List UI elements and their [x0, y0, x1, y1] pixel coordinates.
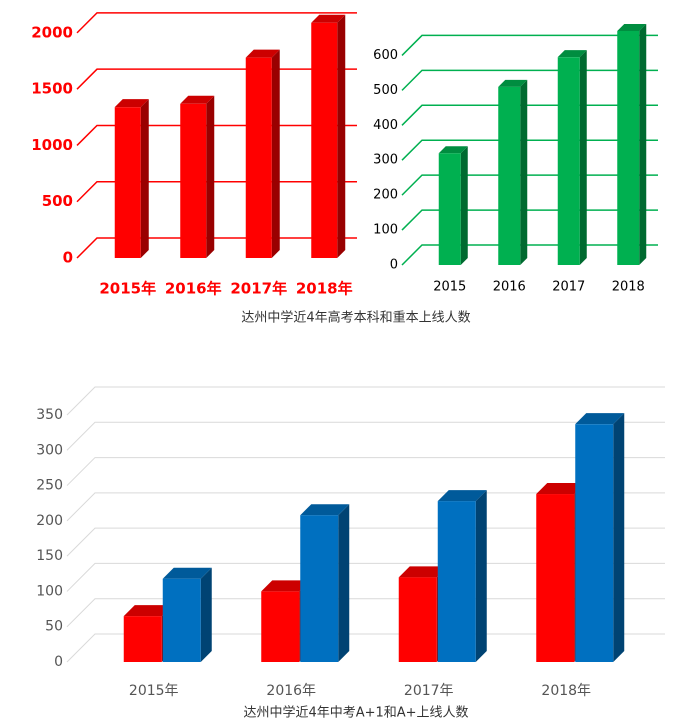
y-tick-label: 2000: [31, 23, 73, 41]
x-tick-label: 2018: [612, 280, 645, 295]
x-tick-label: 2016年: [165, 280, 222, 298]
x-tick-label: 2015年: [129, 683, 179, 699]
bar: [617, 30, 640, 266]
y-tick-label: 150: [36, 548, 63, 564]
x-tick-label: 2015: [433, 280, 466, 295]
bar-top: [498, 79, 528, 87]
caption: 达州中学近4年中考A+1和A+上线人数: [243, 705, 468, 721]
bar: [245, 57, 272, 258]
y-tick-label: 300: [373, 153, 398, 168]
bar-side: [338, 504, 350, 662]
chart: 0 50 100 150 200 250 300 350 2015年 2016年 2017年 2018…: [36, 386, 665, 699]
bar-top: [617, 23, 647, 31]
y-tick-label: 250: [36, 478, 63, 494]
bar-top: [245, 49, 280, 58]
bar: [311, 22, 338, 258]
y-tick-label: 500: [42, 192, 73, 210]
bar-side: [271, 49, 280, 258]
bar-top: [123, 605, 173, 617]
bar: [162, 578, 201, 662]
y-tick-label: 500: [373, 83, 398, 98]
y-tick-label: 600: [373, 48, 398, 63]
bar-side: [206, 95, 215, 258]
bar-top: [575, 413, 625, 425]
y-tick-label: 0: [390, 258, 398, 273]
y-tick-label: 0: [54, 654, 63, 670]
x-tick-label: 2016年: [266, 683, 316, 699]
y-tick-label: 200: [36, 513, 63, 529]
y-tick-label: 1500: [31, 80, 73, 98]
bar-top: [438, 146, 468, 154]
bar-top: [311, 14, 346, 23]
grid-line: [76, 12, 357, 34]
x-tick-label: 2016: [493, 280, 526, 295]
bar: [498, 86, 521, 265]
caption: 达州中学近4年高考本科和重本上线人数: [241, 310, 470, 326]
x-tick-label: 2017年: [230, 280, 287, 298]
bar-side: [579, 50, 587, 266]
bar: [536, 494, 575, 662]
x-tick-label: 2018年: [541, 683, 591, 699]
y-tick-label: 200: [373, 188, 398, 203]
bar-top: [300, 504, 350, 516]
bar: [437, 501, 476, 662]
x-tick-label: 2017: [552, 280, 585, 295]
x-tick-label: 2015年: [99, 280, 156, 298]
y-tick-label: 100: [36, 583, 63, 599]
bar: [575, 424, 614, 662]
chart: 0 100 200 300 400 500 600 2015 2016 2017 2018: [373, 23, 658, 295]
y-tick-label: 400: [373, 118, 398, 133]
bar-side: [200, 567, 212, 662]
bar-top: [536, 483, 586, 495]
bar-side: [475, 490, 487, 662]
bar: [114, 107, 141, 259]
grid-line: [401, 34, 658, 56]
bar-top: [398, 566, 448, 578]
y-tick-label: 300: [36, 442, 63, 458]
bar-side: [460, 146, 468, 265]
bar-side: [613, 413, 625, 662]
bar: [300, 515, 339, 662]
y-tick-label: 350: [36, 407, 63, 423]
bar-top: [114, 99, 149, 108]
bar-top: [261, 580, 311, 592]
bar: [398, 577, 437, 662]
bar-side: [337, 14, 346, 258]
grid-line: [66, 457, 665, 486]
y-tick-label: 0: [63, 249, 73, 267]
x-tick-label: 2018年: [296, 280, 353, 298]
bar-top: [437, 490, 487, 502]
bar: [438, 153, 461, 265]
grid-line: [66, 421, 665, 451]
bar-side: [520, 79, 528, 265]
y-tick-label: 100: [373, 223, 398, 238]
bar: [123, 616, 162, 662]
bar-top: [557, 50, 587, 58]
bar-side: [140, 99, 149, 259]
bar: [180, 103, 207, 258]
bar-side: [639, 23, 647, 266]
y-tick-label: 50: [45, 619, 63, 635]
bar-top: [180, 95, 215, 104]
bar-top: [162, 567, 212, 579]
bar: [261, 591, 300, 662]
y-tick-label: 1000: [31, 136, 73, 154]
grid-line: [66, 386, 665, 416]
bar: [557, 57, 580, 266]
chart: 0 500 1000 1500 2000 2015年 2016年 2017年 2018年: [31, 12, 357, 298]
x-tick-label: 2017年: [404, 683, 454, 699]
